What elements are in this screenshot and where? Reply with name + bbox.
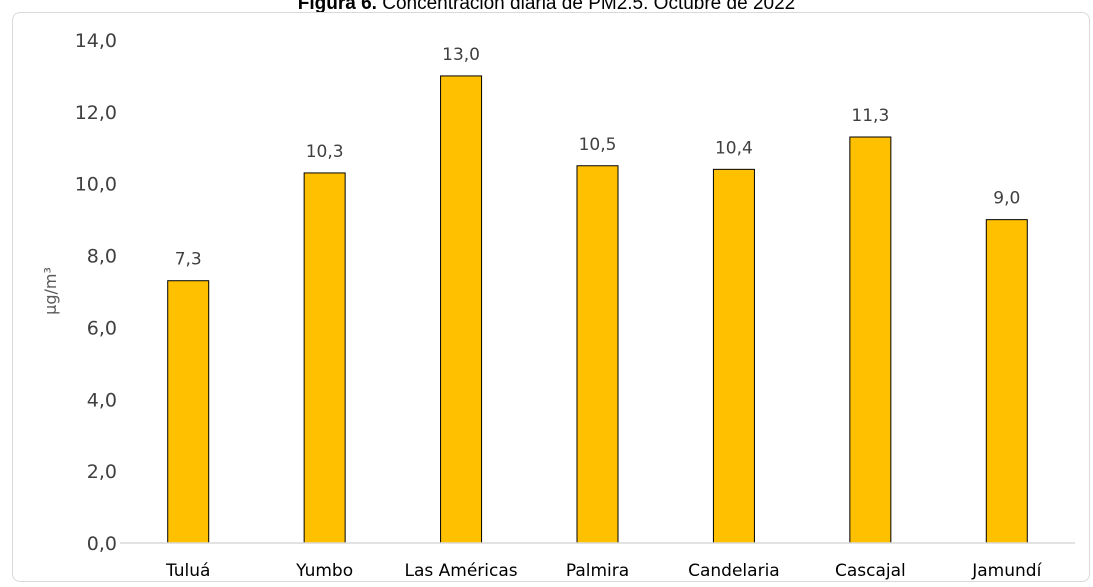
y-tick-label: 2,0 xyxy=(87,461,117,483)
bar xyxy=(303,172,346,544)
x-tick-label: Jamundí xyxy=(971,561,1042,581)
y-tick-label: 14,0 xyxy=(75,30,117,52)
x-tick-label: Palmira xyxy=(566,561,629,581)
chart-frame xyxy=(12,12,1090,582)
data-label: 7,3 xyxy=(175,250,202,270)
bar xyxy=(712,168,755,544)
y-tick-label: 4,0 xyxy=(87,389,117,411)
figure-label: Figura 6. xyxy=(297,0,377,14)
x-tick-label: Yumbo xyxy=(295,561,353,581)
data-label: 10,3 xyxy=(306,142,344,162)
bars xyxy=(167,75,1028,544)
x-tick-label: Candelaria xyxy=(688,561,780,581)
y-tick-label: 6,0 xyxy=(87,317,117,339)
x-axis-categories: Tuluá Yumbo Las Américas Palmira Candelaria C… xyxy=(165,561,1043,581)
data-label: 10,5 xyxy=(579,135,617,155)
y-axis-label: µg/m³ xyxy=(41,267,60,315)
figure-caption: Figura 6. Concentración diaria de PM2.5.… xyxy=(0,0,1093,15)
data-label: 11,3 xyxy=(851,106,889,126)
x-tick-label: Tuluá xyxy=(165,561,211,581)
bar xyxy=(849,136,892,544)
data-label: 13,0 xyxy=(442,45,480,65)
x-tick-label: Cascajal xyxy=(835,561,906,581)
bar xyxy=(167,280,210,544)
data-label: 10,4 xyxy=(715,138,753,158)
figure-caption-text: Concentración diaria de PM2.5. Octubre d… xyxy=(382,0,796,14)
bar xyxy=(440,75,483,544)
bar xyxy=(985,219,1028,544)
data-labels: 7,3 10,3 13,0 10,5 10,4 11,3 9,0 xyxy=(175,45,1021,270)
y-tick-label: 0,0 xyxy=(87,533,117,555)
bar xyxy=(576,165,619,544)
y-tick-label: 10,0 xyxy=(75,174,117,196)
y-axis-ticks: 0,0 2,0 4,0 6,0 8,0 10,0 12,0 14,0 xyxy=(75,30,117,555)
data-label: 9,0 xyxy=(993,189,1020,209)
y-tick-label: 12,0 xyxy=(75,102,117,124)
y-tick-label: 8,0 xyxy=(87,246,117,268)
x-tick-label: Las Américas xyxy=(405,561,518,581)
